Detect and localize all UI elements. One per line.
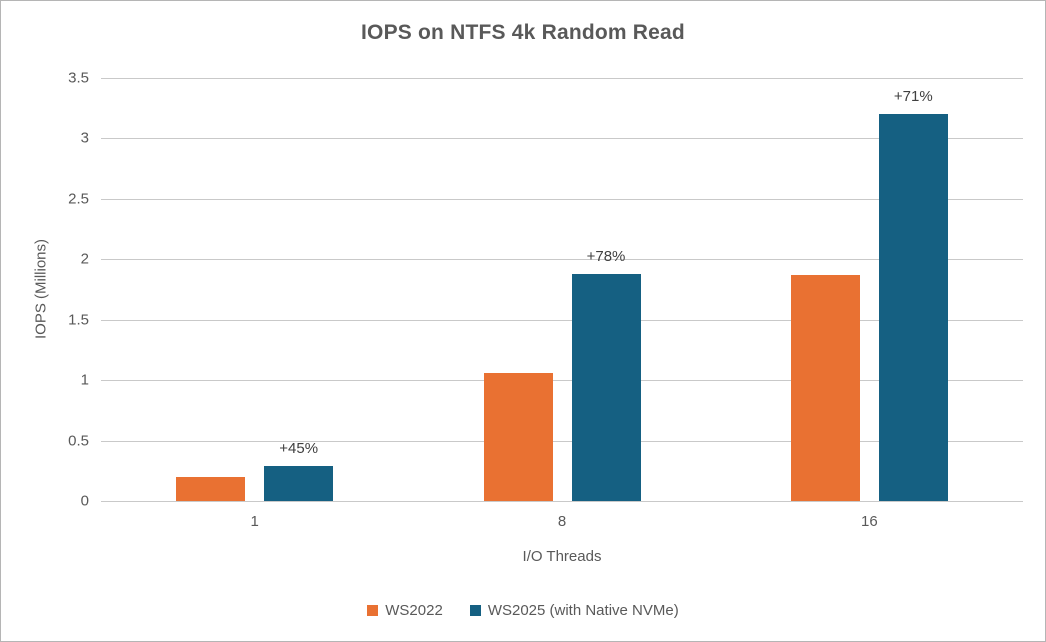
gridline-3.5 bbox=[101, 78, 1023, 79]
legend-label-ws2025: WS2025 (with Native NVMe) bbox=[487, 602, 679, 619]
bar-ws2022-threads-8 bbox=[483, 372, 553, 501]
x-axis-title: I/O Threads bbox=[522, 548, 602, 565]
x-tick-16: 16 bbox=[860, 513, 878, 530]
chart-title: IOPS on NTFS 4k Random Read bbox=[361, 21, 685, 44]
y-tick-2: 2 bbox=[80, 250, 89, 268]
bar-label-threads-1: +45% bbox=[279, 439, 319, 457]
x-tick-1: 1 bbox=[250, 513, 259, 530]
gridline-0.5 bbox=[101, 441, 1023, 442]
x-axis-tick-labels: 1 8 16 bbox=[101, 513, 1023, 535]
x-tick-8: 8 bbox=[557, 513, 567, 530]
legend-item-ws2025: WS2025 (with Native NVMe) bbox=[469, 602, 679, 619]
bar-ws2022-threads-1 bbox=[176, 476, 246, 501]
gridline-1 bbox=[101, 380, 1023, 381]
bar-ws2025-threads-1 bbox=[264, 465, 334, 501]
bar-label-threads-16: +71% bbox=[893, 88, 933, 106]
gridline-3 bbox=[101, 138, 1023, 139]
gridline-2 bbox=[101, 259, 1023, 260]
legend-swatch-ws2022-icon bbox=[367, 605, 379, 616]
bar-ws2025-threads-16 bbox=[878, 114, 948, 501]
y-tick-3: 3 bbox=[80, 129, 89, 147]
gridline-1.5 bbox=[101, 320, 1023, 321]
y-tick-3.5: 3.5 bbox=[68, 69, 89, 87]
legend-item-ws2022: WS2022 bbox=[367, 602, 443, 619]
y-tick-1: 1 bbox=[80, 371, 89, 389]
gridline-2.5 bbox=[101, 199, 1023, 200]
plot-area: +45% +78% +71% bbox=[101, 78, 1023, 502]
legend: WS2022 WS2025 (with Native NVMe) bbox=[1, 602, 1045, 619]
bar-ws2025-threads-8 bbox=[571, 273, 641, 501]
legend-swatch-ws2025-icon bbox=[469, 605, 481, 616]
y-tick-2.5: 2.5 bbox=[68, 190, 89, 208]
legend-label-ws2022: WS2022 bbox=[385, 602, 443, 619]
gridline-0 bbox=[101, 501, 1023, 502]
y-axis-tick-labels: 0 0.5 1 1.5 2 2.5 3 3.5 bbox=[1, 70, 101, 510]
bar-label-threads-8: +78% bbox=[586, 247, 626, 265]
bar-ws2022-threads-16 bbox=[790, 275, 860, 501]
y-tick-1.5: 1.5 bbox=[68, 311, 89, 329]
y-tick-0.5: 0.5 bbox=[68, 432, 89, 450]
y-tick-0: 0 bbox=[80, 492, 89, 510]
